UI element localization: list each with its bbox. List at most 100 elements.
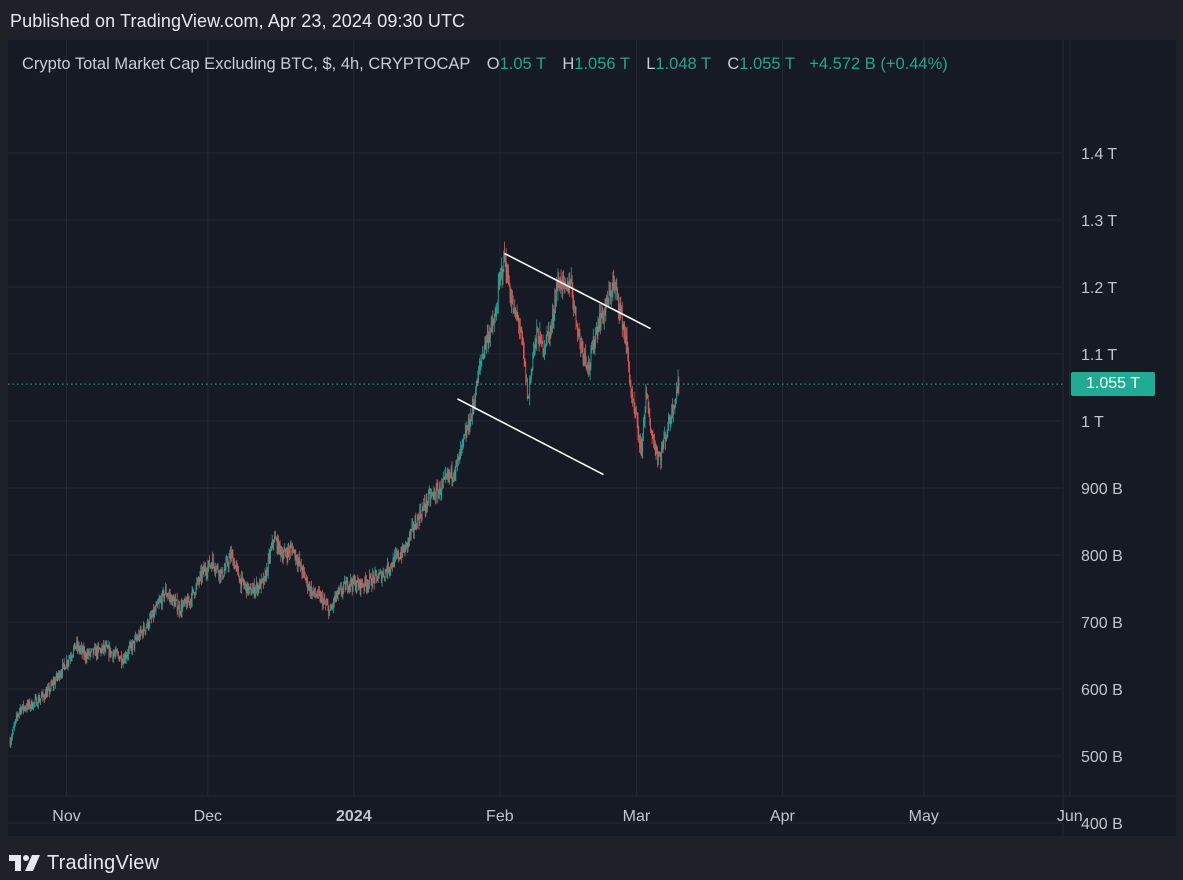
candle [566, 277, 568, 292]
candle [375, 569, 377, 577]
tradingview-logo[interactable]: TradingView [9, 852, 159, 875]
candle-body [573, 302, 574, 309]
candle [519, 318, 521, 340]
candle-body [330, 607, 332, 609]
candle-body [182, 604, 184, 611]
candle [17, 713, 19, 721]
candle-body [505, 257, 507, 274]
candle [508, 264, 509, 286]
candle [609, 282, 611, 296]
candle [658, 451, 660, 456]
candle [457, 453, 458, 472]
candle [666, 429, 668, 440]
candle [512, 295, 514, 315]
candle [168, 588, 170, 603]
y-tick-label: 1.4 T [1081, 146, 1117, 163]
candle [321, 591, 323, 604]
candle [533, 341, 534, 359]
candle-body [210, 565, 212, 566]
candle [252, 582, 254, 594]
candle [213, 562, 215, 572]
candle-body [229, 553, 231, 559]
candle [542, 334, 544, 358]
candle-body [318, 590, 319, 593]
candle-body [291, 546, 293, 549]
candle [346, 576, 348, 584]
candle-body [570, 278, 572, 282]
candle-body [282, 556, 284, 560]
candle [301, 566, 303, 580]
candle-body [555, 298, 556, 303]
candle [81, 644, 83, 659]
candle [402, 542, 403, 559]
candle [654, 433, 655, 450]
candle [14, 721, 16, 731]
candle [117, 651, 119, 659]
candle-body [653, 436, 655, 441]
candle [540, 331, 542, 344]
candle [103, 640, 104, 655]
candle [150, 610, 152, 624]
candle-body [444, 475, 446, 478]
candle [72, 654, 74, 659]
candle-body [324, 599, 326, 604]
close-value: 1.055 T [739, 55, 795, 73]
candle-body [322, 596, 323, 606]
candle-body [215, 570, 217, 571]
candle [194, 591, 195, 599]
candle [336, 590, 338, 599]
y-tick-label: 800 B [1081, 548, 1123, 565]
candle [95, 644, 97, 661]
candle [603, 308, 605, 330]
candle-body [198, 581, 200, 583]
candle-body [45, 692, 47, 698]
candle-body [563, 277, 565, 285]
candle-body [454, 472, 456, 475]
candle-body [76, 641, 78, 647]
candle [344, 580, 346, 593]
candle-body [311, 591, 313, 597]
candle [508, 275, 510, 288]
candle [283, 546, 285, 560]
candle-body [482, 354, 483, 359]
candle [129, 639, 131, 649]
candle-body [238, 568, 239, 577]
candle [15, 719, 16, 727]
candle [427, 500, 429, 512]
candle [409, 530, 410, 546]
candle-body [307, 588, 309, 589]
candle [351, 578, 353, 596]
candle [343, 581, 345, 595]
candle [33, 701, 34, 711]
candle [81, 641, 82, 655]
candle [559, 277, 560, 292]
candle [51, 680, 53, 687]
candle [667, 422, 669, 438]
candle [649, 408, 651, 426]
candle [322, 598, 324, 609]
candle [567, 281, 569, 295]
candle-body [163, 591, 165, 599]
candle-body [124, 655, 125, 663]
candle-body [605, 305, 607, 314]
candle-body [588, 361, 590, 371]
candle [70, 652, 71, 665]
candle [517, 312, 519, 323]
candle [661, 441, 663, 453]
candle-body [583, 355, 585, 359]
candle-body [36, 698, 38, 706]
candle [592, 340, 593, 350]
candle [575, 306, 577, 331]
candle [621, 301, 623, 338]
candle-body [140, 629, 142, 633]
candle [516, 304, 518, 321]
candle-body [156, 603, 158, 607]
candle [305, 577, 307, 583]
candle-body [602, 306, 604, 315]
candle [169, 589, 171, 605]
candle [384, 576, 385, 582]
candle [144, 630, 146, 635]
candle-body [533, 351, 534, 355]
